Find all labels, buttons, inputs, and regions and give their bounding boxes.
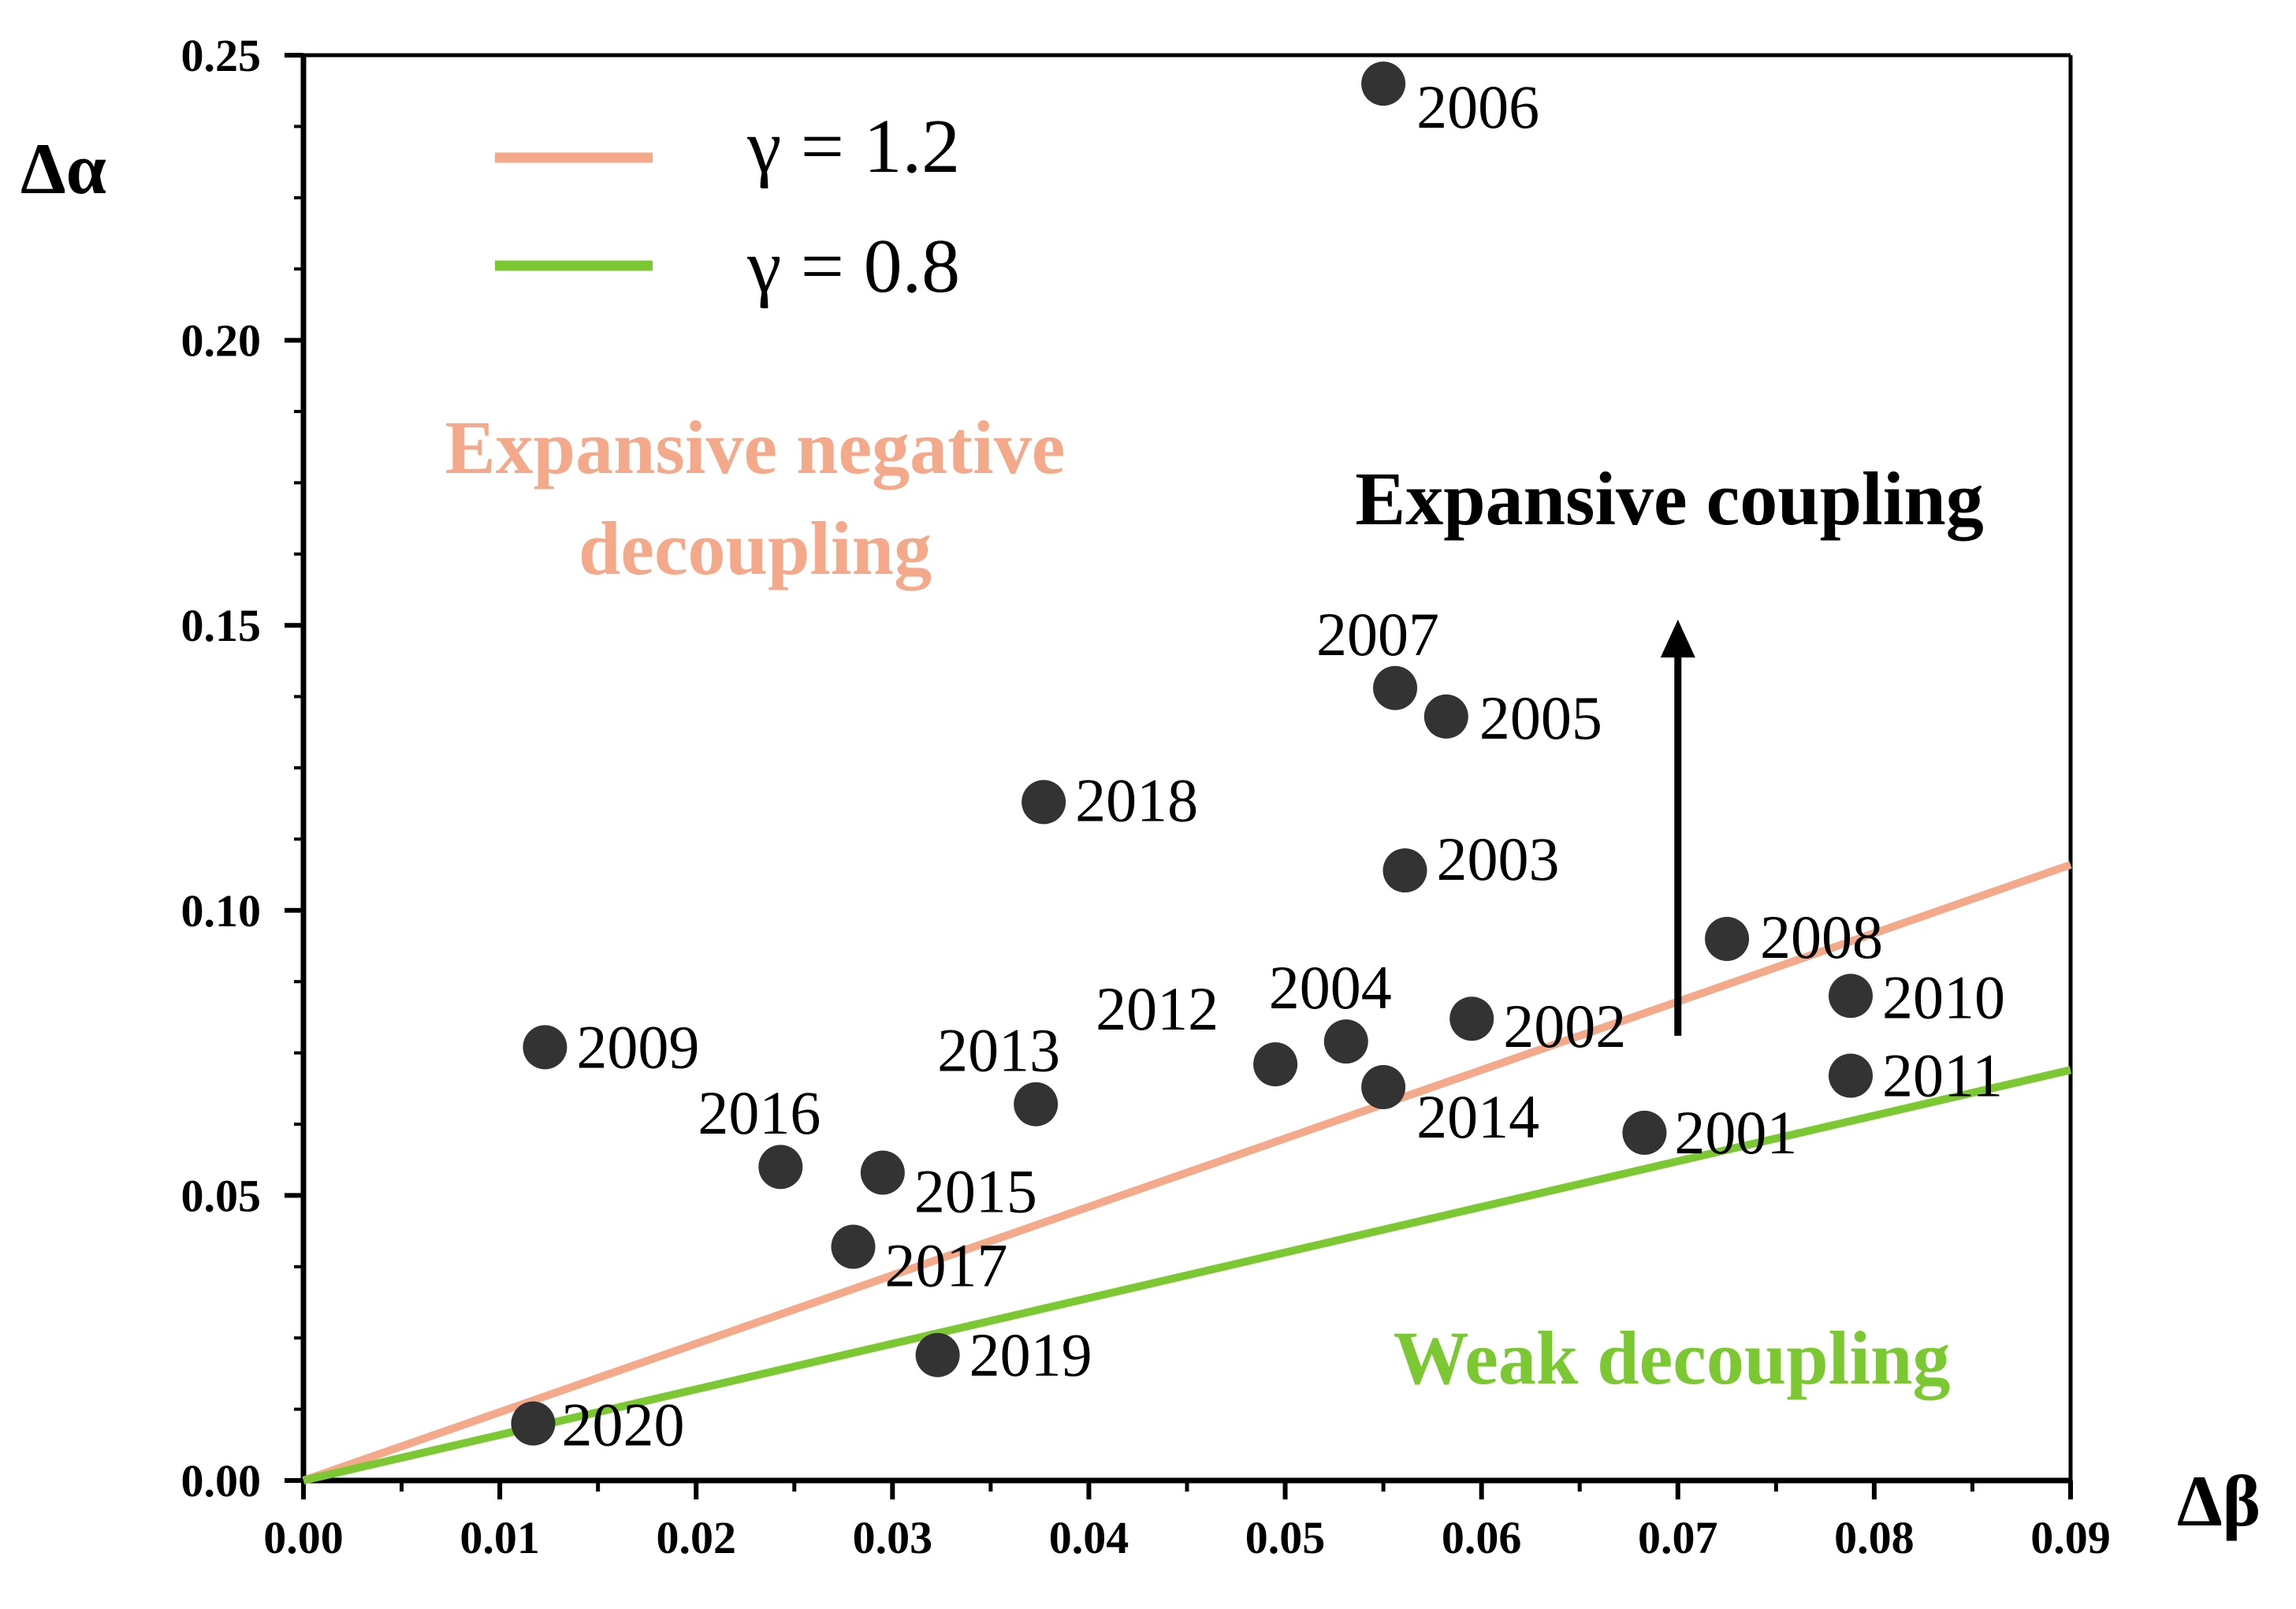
y-tick-label: 0.20: [181, 315, 262, 367]
data-point-2007: [1373, 665, 1418, 710]
data-label-2010: 2010: [1882, 963, 2005, 1031]
data-point-2019: [915, 1332, 960, 1377]
data-label-2017: 2017: [885, 1231, 1008, 1299]
data-point-2009: [523, 1025, 567, 1070]
data-label-2002: 2002: [1503, 992, 1626, 1060]
annotation-expansive-coupling: Expansive coupling: [1355, 456, 1984, 541]
gamma-line-1: [302, 1066, 2072, 1484]
x-axis-title: Δβ: [2177, 1461, 2261, 1541]
data-label-2014: 2014: [1416, 1082, 1539, 1151]
data-point-2020: [511, 1401, 556, 1446]
x-tick-label: 0.06: [1442, 1512, 1522, 1563]
data-label-2004: 2004: [1269, 953, 1392, 1022]
x-tick-label: 0.09: [2030, 1512, 2111, 1563]
x-tick-label: 0.01: [460, 1512, 540, 1563]
arrow-head: [1660, 619, 1695, 657]
data-point-2015: [860, 1150, 905, 1195]
data-label-2009: 2009: [576, 1012, 699, 1081]
data-point-2001: [1622, 1110, 1667, 1155]
data-label-2020: 2020: [561, 1391, 684, 1459]
gamma-lines: [302, 861, 2072, 1484]
data-label-2016: 2016: [698, 1078, 821, 1147]
data-label-2018: 2018: [1075, 765, 1198, 834]
x-tick-label: 0.02: [656, 1512, 736, 1563]
x-tick-label: 0.04: [1049, 1512, 1129, 1563]
annotation-expansive-negative-line1: Expansive negative: [445, 405, 1066, 490]
data-point-2013: [1014, 1082, 1059, 1127]
data-point-2003: [1382, 848, 1427, 893]
y-tick-label: 0.00: [181, 1455, 262, 1507]
x-tick-label: 0.07: [1638, 1512, 1718, 1563]
data-label-2003: 2003: [1437, 825, 1560, 893]
data-label-2012: 2012: [1096, 974, 1219, 1043]
data-point-2014: [1361, 1064, 1406, 1109]
y-tick-label: 0.25: [181, 30, 262, 81]
x-tick-label: 0.05: [1245, 1512, 1326, 1563]
data-label-2006: 2006: [1416, 73, 1539, 141]
data-point-2012: [1253, 1042, 1298, 1087]
x-tick-label: 0.08: [1834, 1512, 1915, 1563]
data-point-2017: [831, 1224, 876, 1269]
data-point-2004: [1323, 1019, 1368, 1064]
data-point-2002: [1449, 996, 1494, 1041]
x-tick-label: 0.03: [853, 1512, 933, 1563]
x-tick-label: 0.00: [263, 1512, 344, 1563]
data-label-2001: 2001: [1674, 1098, 1797, 1167]
data-label-2013: 2013: [937, 1016, 1060, 1085]
data-label-2008: 2008: [1760, 903, 1883, 971]
axis-ticks: [285, 53, 2073, 1499]
y-tick-label: 0.05: [181, 1170, 262, 1221]
y-tick-labels: 0.00 0.05 0.10 0.15 0.20 0.25: [181, 30, 262, 1507]
data-point-2005: [1423, 694, 1468, 739]
data-point-2018: [1021, 780, 1066, 825]
data-point-2006: [1361, 61, 1406, 106]
coupling-arrow: [1660, 619, 1695, 1036]
y-tick-label: 0.15: [181, 600, 262, 651]
legend-label-gamma-1-2: γ = 1.2: [746, 104, 960, 189]
legend-label-gamma-0-8: γ = 0.8: [746, 224, 960, 309]
legend: γ = 1.2 γ = 0.8: [495, 104, 960, 309]
annotation-weak-decoupling: Weak decoupling: [1394, 1316, 1951, 1400]
data-point-2016: [758, 1145, 803, 1190]
data-label-2005: 2005: [1479, 683, 1602, 752]
data-point-2011: [1828, 1053, 1873, 1098]
data-point-2010: [1828, 974, 1873, 1019]
data-point-2008: [1705, 916, 1750, 961]
y-axis-title: Δα: [20, 128, 106, 209]
data-label-2011: 2011: [1882, 1041, 2003, 1110]
x-tick-labels: 0.00 0.01 0.02 0.03 0.04 0.05 0.06 0.07 0.08 0.09: [263, 1512, 2111, 1563]
data-label-2015: 2015: [914, 1156, 1037, 1225]
data-label-2007: 2007: [1316, 600, 1439, 669]
y-tick-label: 0.10: [181, 885, 262, 937]
data-label-2019: 2019: [969, 1320, 1092, 1389]
gamma-line-0: [302, 861, 2072, 1484]
annotation-expansive-negative-line2: decoupling: [579, 506, 932, 590]
data-points: 2001 2002 2003 2004 2005 2006 2007 2008 2009 2010…: [511, 61, 2005, 1459]
